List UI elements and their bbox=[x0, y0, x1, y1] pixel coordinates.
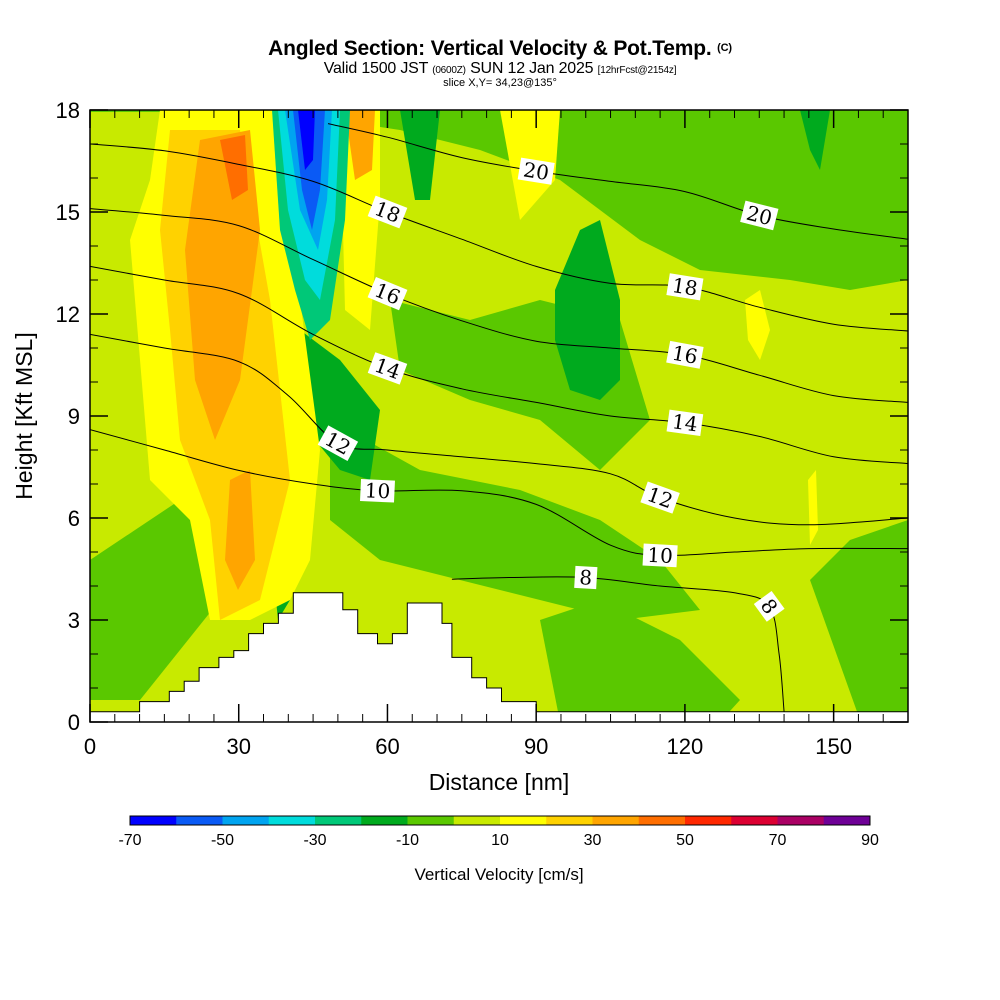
contour-label-12: 12 bbox=[317, 425, 359, 462]
contour-label-10: 10 bbox=[360, 478, 395, 503]
colorbar-frame bbox=[129, 815, 871, 826]
x-axis: 0 30 60 90 120 150 bbox=[84, 110, 909, 759]
terrain bbox=[89, 592, 909, 723]
chart-slice-info: slice X,Y= 34,23@135° bbox=[443, 77, 557, 89]
y-tick-label: 12 bbox=[56, 302, 80, 327]
colorbar-tick-label: 10 bbox=[491, 832, 509, 849]
chart-subtitle: Valid 1500 JST (0600Z) SUN 12 Jan 2025 [… bbox=[323, 60, 677, 77]
velocity-field bbox=[90, 110, 908, 722]
x-tick-label: 120 bbox=[667, 734, 704, 759]
theta-contour-16 bbox=[90, 208, 908, 403]
contour-label-20: 20 bbox=[517, 157, 555, 185]
x-tick-label: 90 bbox=[524, 734, 548, 759]
y-tick-label: 6 bbox=[68, 506, 80, 531]
contour-label-text: 10 bbox=[364, 478, 391, 503]
y-tick-label: 3 bbox=[68, 608, 80, 633]
contour-label-text: 18 bbox=[670, 273, 699, 301]
contour-label-text: 14 bbox=[671, 409, 699, 436]
y-tick-label: 18 bbox=[56, 98, 80, 123]
colorbar-tick-label: 30 bbox=[584, 832, 602, 849]
contour-label-16: 16 bbox=[666, 341, 704, 369]
colorbar-swatch bbox=[268, 816, 316, 825]
x-tick-label: 60 bbox=[375, 734, 399, 759]
chart-title: Angled Section: Vertical Velocity & Pot.… bbox=[268, 37, 732, 60]
colorbar-swatch bbox=[361, 816, 408, 825]
colorbar-swatch bbox=[130, 816, 177, 825]
colorbar-tick-label: -50 bbox=[211, 832, 234, 849]
colorbar-swatch bbox=[823, 816, 871, 825]
theta-contour-lines bbox=[90, 123, 908, 712]
colorbar-swatch bbox=[315, 816, 362, 825]
contour-label-text: 16 bbox=[670, 341, 699, 369]
theta-contour-10 bbox=[90, 429, 908, 557]
colorbar-tick-label: 90 bbox=[861, 832, 879, 849]
x-axis-title: Distance [nm] bbox=[429, 769, 570, 795]
colorbar-swatch bbox=[592, 816, 640, 825]
colorbar-swatch bbox=[222, 816, 270, 825]
theta-contour-8 bbox=[451, 576, 785, 712]
theta-contour-20 bbox=[327, 123, 908, 240]
colorbar-tick-label: -70 bbox=[118, 832, 141, 849]
colorbar-swatch bbox=[176, 816, 223, 825]
y-axis: 0 3 6 9 12 15 18 bbox=[56, 98, 908, 735]
y-tick-label: 15 bbox=[56, 200, 80, 225]
y-tick-label: 0 bbox=[68, 710, 80, 735]
colorbar-swatch bbox=[638, 816, 686, 825]
colorbar-tick-label: 50 bbox=[676, 832, 694, 849]
contour-label-text: 10 bbox=[647, 543, 674, 568]
theta-contour-14 bbox=[90, 265, 908, 465]
y-axis-title: Height [Kft MSL] bbox=[11, 332, 37, 499]
contour-label-10: 10 bbox=[642, 543, 678, 568]
colorbar-swatch bbox=[500, 816, 547, 825]
x-tick-label: 150 bbox=[815, 734, 852, 759]
contour-label-14: 14 bbox=[666, 409, 704, 436]
x-tick-label: 30 bbox=[226, 734, 250, 759]
colorbar-swatch bbox=[546, 816, 593, 825]
y-tick-label: 9 bbox=[68, 404, 80, 429]
contour-label-text: 20 bbox=[522, 157, 551, 185]
colorbar-swatch bbox=[731, 816, 778, 825]
colorbar-tick-label: -10 bbox=[396, 832, 419, 849]
colorbar-swatch bbox=[407, 816, 455, 825]
x-tick-label: 0 bbox=[84, 734, 96, 759]
theta-contour-12 bbox=[90, 333, 908, 526]
theta-contour-18 bbox=[90, 143, 908, 332]
contour-label-18: 18 bbox=[666, 273, 704, 301]
colorbar-title: Vertical Velocity [cm/s] bbox=[414, 865, 583, 884]
colorbar-tick-label: 70 bbox=[769, 832, 787, 849]
colorbar-tick-label: -30 bbox=[303, 832, 326, 849]
contour-label-8: 8 bbox=[574, 565, 598, 590]
colorbar: -70 -50 -30 -10 10 30 50 70 90 bbox=[118, 815, 879, 849]
colorbar-swatch bbox=[777, 816, 825, 825]
colorbar-swatch bbox=[453, 816, 501, 825]
chart-title-block: Angled Section: Vertical Velocity & Pot.… bbox=[0, 36, 1000, 89]
contour-label-text: 8 bbox=[579, 565, 593, 590]
colorbar-swatch bbox=[685, 816, 732, 825]
